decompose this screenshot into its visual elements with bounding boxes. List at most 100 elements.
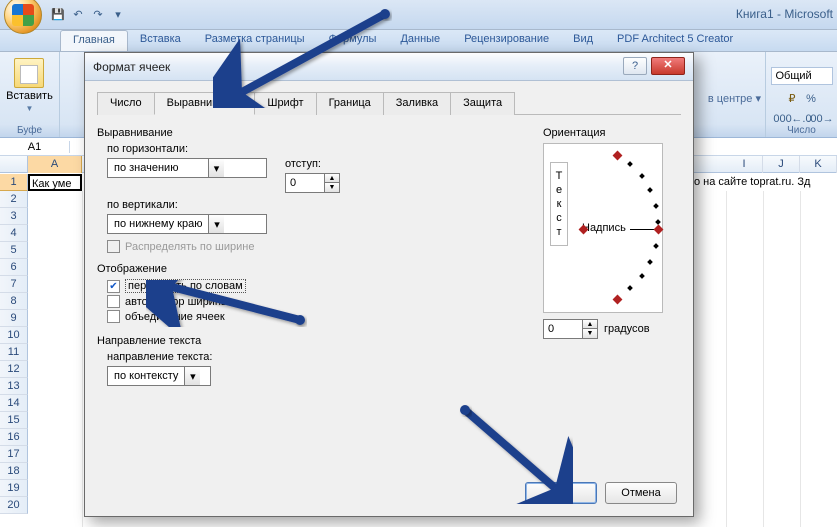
degrees-input[interactable] xyxy=(544,320,582,338)
row-header[interactable]: 2 xyxy=(0,191,28,208)
ribbon-tab-pagelayout[interactable]: Разметка страницы xyxy=(193,30,317,51)
vertical-select[interactable]: по нижнему краю ▾ xyxy=(107,214,267,234)
undo-icon[interactable]: ↶ xyxy=(70,6,86,22)
dialog-buttons: ОК Отмена xyxy=(525,482,677,504)
currency-icon[interactable]: ₽ xyxy=(784,91,800,107)
dialog-tab-border[interactable]: Граница xyxy=(316,92,384,115)
dialog-tab-alignment[interactable]: Выравнивание xyxy=(154,92,256,115)
dialog-title: Формат ячеек xyxy=(93,60,170,74)
orientation-frame[interactable]: Текст Надпись xyxy=(543,143,663,313)
spin-down-icon[interactable]: ▼ xyxy=(583,329,597,338)
dialog-tab-fill[interactable]: Заливка xyxy=(383,92,451,115)
row-header[interactable]: 12 xyxy=(0,361,28,378)
ribbon-tab-data[interactable]: Данные xyxy=(388,30,452,51)
row-header[interactable]: 20 xyxy=(0,497,28,514)
chevron-down-icon: ▾ xyxy=(208,215,224,233)
ok-button[interactable]: ОК xyxy=(525,482,597,504)
col-header[interactable]: J xyxy=(763,156,800,173)
merge-center-button[interactable]: в центре ▾ xyxy=(708,92,761,105)
ribbon-tab-insert[interactable]: Вставка xyxy=(128,30,193,51)
row-header[interactable]: 17 xyxy=(0,446,28,463)
row-header[interactable]: 6 xyxy=(0,259,28,276)
autofit-label: автоподбор ширины xyxy=(125,296,229,308)
horizontal-value: по значению xyxy=(108,162,208,174)
row-header[interactable]: 14 xyxy=(0,395,28,412)
row-header[interactable]: 7 xyxy=(0,276,28,293)
spin-down-icon[interactable]: ▼ xyxy=(325,183,339,192)
row-header[interactable]: 9 xyxy=(0,310,28,327)
indent-input[interactable] xyxy=(286,174,324,192)
qat-customize-icon[interactable]: ▾ xyxy=(110,6,126,22)
textdir-value: по контексту xyxy=(108,370,184,382)
merge-label: объединение ячеек xyxy=(125,311,225,323)
save-icon[interactable]: 💾 xyxy=(50,6,66,22)
ribbon-group-number: Общий ₽ % 000 ←.0 .00→ Число xyxy=(765,52,837,137)
redo-icon[interactable]: ↷ xyxy=(90,6,106,22)
quick-access-toolbar: 💾 ↶ ↷ ▾ xyxy=(50,6,126,22)
row-header[interactable]: 16 xyxy=(0,429,28,446)
dialog-tab-protection[interactable]: Защита xyxy=(450,92,515,115)
horizontal-select[interactable]: по значению ▾ xyxy=(107,158,267,178)
spin-up-icon[interactable]: ▲ xyxy=(583,320,597,329)
chevron-down-icon: ▾ xyxy=(208,159,224,177)
dialog-titlebar[interactable]: Формат ячеек ? ✕ xyxy=(85,53,693,81)
name-box[interactable]: A1 xyxy=(0,141,70,153)
textdir-label: направление текста: xyxy=(107,351,681,363)
row-header[interactable]: 18 xyxy=(0,463,28,480)
ribbon-tab-pdf[interactable]: PDF Architect 5 Creator xyxy=(605,30,745,51)
ribbon-tab-home[interactable]: Главная xyxy=(60,30,128,51)
row-header[interactable]: 11 xyxy=(0,344,28,361)
cancel-button[interactable]: Отмена xyxy=(605,482,677,504)
orientation-line xyxy=(630,229,656,230)
col-header[interactable]: K xyxy=(800,156,837,173)
dialog-tabstrip: Число Выравнивание Шрифт Граница Заливка… xyxy=(97,91,681,115)
orientation-section-label: Ориентация xyxy=(543,127,671,139)
number-format-value: Общий xyxy=(776,70,830,82)
window-title: Книга1 - Microsoft xyxy=(736,7,833,21)
dialog-close-button[interactable]: ✕ xyxy=(651,57,685,75)
degrees-spinbox[interactable]: ▲ ▼ xyxy=(543,319,598,339)
row-header[interactable]: 8 xyxy=(0,293,28,310)
wrap-checkbox[interactable]: ✔ xyxy=(107,280,120,293)
orientation-horizontal-text: Надпись xyxy=(582,222,626,234)
ribbon-tab-formulas[interactable]: Формулы xyxy=(317,30,389,51)
ribbon-tab-view[interactable]: Вид xyxy=(561,30,605,51)
chevron-down-icon: ▾ xyxy=(184,367,200,385)
row-header[interactable]: 15 xyxy=(0,412,28,429)
row-header[interactable]: 1 xyxy=(0,174,28,191)
office-button[interactable] xyxy=(4,0,42,34)
row-header[interactable]: 13 xyxy=(0,378,28,395)
number-group-label: Число xyxy=(766,125,837,136)
ribbon-tab-review[interactable]: Рецензирование xyxy=(452,30,561,51)
autofit-checkbox[interactable] xyxy=(107,295,120,308)
app-titlebar: 💾 ↶ ↷ ▾ Книга1 - Microsoft xyxy=(0,0,837,30)
dialog-tab-font[interactable]: Шрифт xyxy=(254,92,316,115)
ribbon-group-clipboard: Вставить ▼ Буфе xyxy=(0,52,60,137)
paste-dropdown-icon[interactable]: ▼ xyxy=(26,104,34,113)
col-header[interactable]: A xyxy=(28,156,82,173)
row-header[interactable]: 10 xyxy=(0,327,28,344)
wrap-label: переносить по словам xyxy=(125,279,246,293)
row-header[interactable]: 4 xyxy=(0,225,28,242)
spin-up-icon[interactable]: ▲ xyxy=(325,174,339,183)
percent-icon[interactable]: % xyxy=(803,91,819,107)
row-header[interactable]: 3 xyxy=(0,208,28,225)
dialog-help-button[interactable]: ? xyxy=(623,57,647,75)
textdir-select[interactable]: по контексту ▾ xyxy=(107,366,211,386)
cell-a1[interactable]: Как уме xyxy=(28,174,82,191)
paste-label: Вставить xyxy=(6,90,53,102)
distribute-checkbox xyxy=(107,240,120,253)
row-header[interactable]: 19 xyxy=(0,480,28,497)
paste-button[interactable]: Вставить ▼ xyxy=(4,54,55,117)
indent-label: отступ: xyxy=(285,158,340,170)
dialog-tab-number[interactable]: Число xyxy=(97,92,155,115)
indent-spinbox[interactable]: ▲ ▼ xyxy=(285,173,340,193)
clipboard-group-label: Буфе xyxy=(0,125,59,136)
number-format-select[interactable]: Общий xyxy=(771,67,833,85)
select-all-corner[interactable] xyxy=(0,156,28,172)
vertical-value: по нижнему краю xyxy=(108,218,208,230)
merge-checkbox[interactable] xyxy=(107,310,120,323)
col-header[interactable]: I xyxy=(726,156,763,173)
orientation-vertical-text[interactable]: Текст xyxy=(550,162,568,246)
row-header[interactable]: 5 xyxy=(0,242,28,259)
